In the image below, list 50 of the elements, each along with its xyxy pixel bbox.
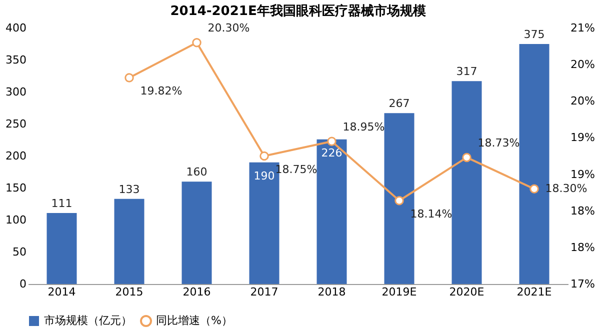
data-label: 133	[118, 182, 140, 196]
data-label: 111	[51, 196, 72, 210]
y-tick-label: 400	[6, 22, 26, 34]
point	[327, 136, 336, 146]
x-tick-label: 2016	[182, 286, 211, 298]
point	[124, 73, 134, 82]
y-tick-label: 100	[6, 214, 26, 226]
point	[394, 196, 404, 206]
data-label: 317	[456, 65, 478, 78]
bar	[114, 198, 144, 284]
point	[530, 184, 539, 194]
y-tick-label: 300	[6, 86, 26, 98]
legend-label: 同比增速（%）	[156, 314, 232, 327]
data-label: 226	[321, 146, 342, 160]
chart-title: 2014-2021E年我国眼科医疗器械市场规模	[170, 3, 426, 19]
data-label: 267	[388, 97, 410, 110]
point	[462, 152, 472, 162]
y2-tick-label: 18%	[570, 240, 595, 254]
y2-tick-label: 19%	[570, 168, 595, 181]
y2-tick-label: 19%	[570, 131, 595, 144]
bar	[46, 212, 77, 284]
y2-tick-label: 18%	[570, 204, 595, 218]
point	[192, 38, 202, 48]
data-label: 18.95%	[342, 120, 385, 134]
bar	[316, 139, 347, 284]
data-label: 20.30%	[208, 22, 250, 35]
y-tick-label: 350	[6, 54, 26, 66]
point	[260, 151, 269, 161]
x-tick-label: 2020E	[449, 286, 484, 298]
x-tick-label: 2015	[115, 286, 144, 298]
bar	[182, 182, 212, 284]
data-label: 19.82%	[140, 84, 182, 98]
x-tick-label: 2021E	[516, 286, 552, 298]
legend-label: 市场规模（亿元）	[44, 314, 132, 327]
y2-tick-label: 21%	[570, 22, 595, 34]
y2-tick-label: 20%	[570, 58, 595, 72]
data-label: 160	[186, 166, 208, 179]
y2-tick-label: 17%	[570, 278, 595, 290]
y-tick-label: 0	[20, 278, 26, 290]
y-tick-label: 50	[12, 246, 26, 258]
y-tick-label: 150	[6, 182, 26, 194]
y-tick-label: 200	[6, 150, 26, 162]
x-tick-label: 2017	[250, 286, 278, 298]
x-tick-label: 2014	[48, 286, 76, 298]
x-tick-label: 2018	[318, 286, 346, 298]
x-tick-label: 2019E	[382, 286, 417, 298]
data-label: 375	[524, 28, 545, 41]
y-tick-label: 250	[6, 118, 26, 130]
y2-tick-label: 20%	[570, 94, 595, 108]
data-label: 190	[254, 169, 275, 182]
